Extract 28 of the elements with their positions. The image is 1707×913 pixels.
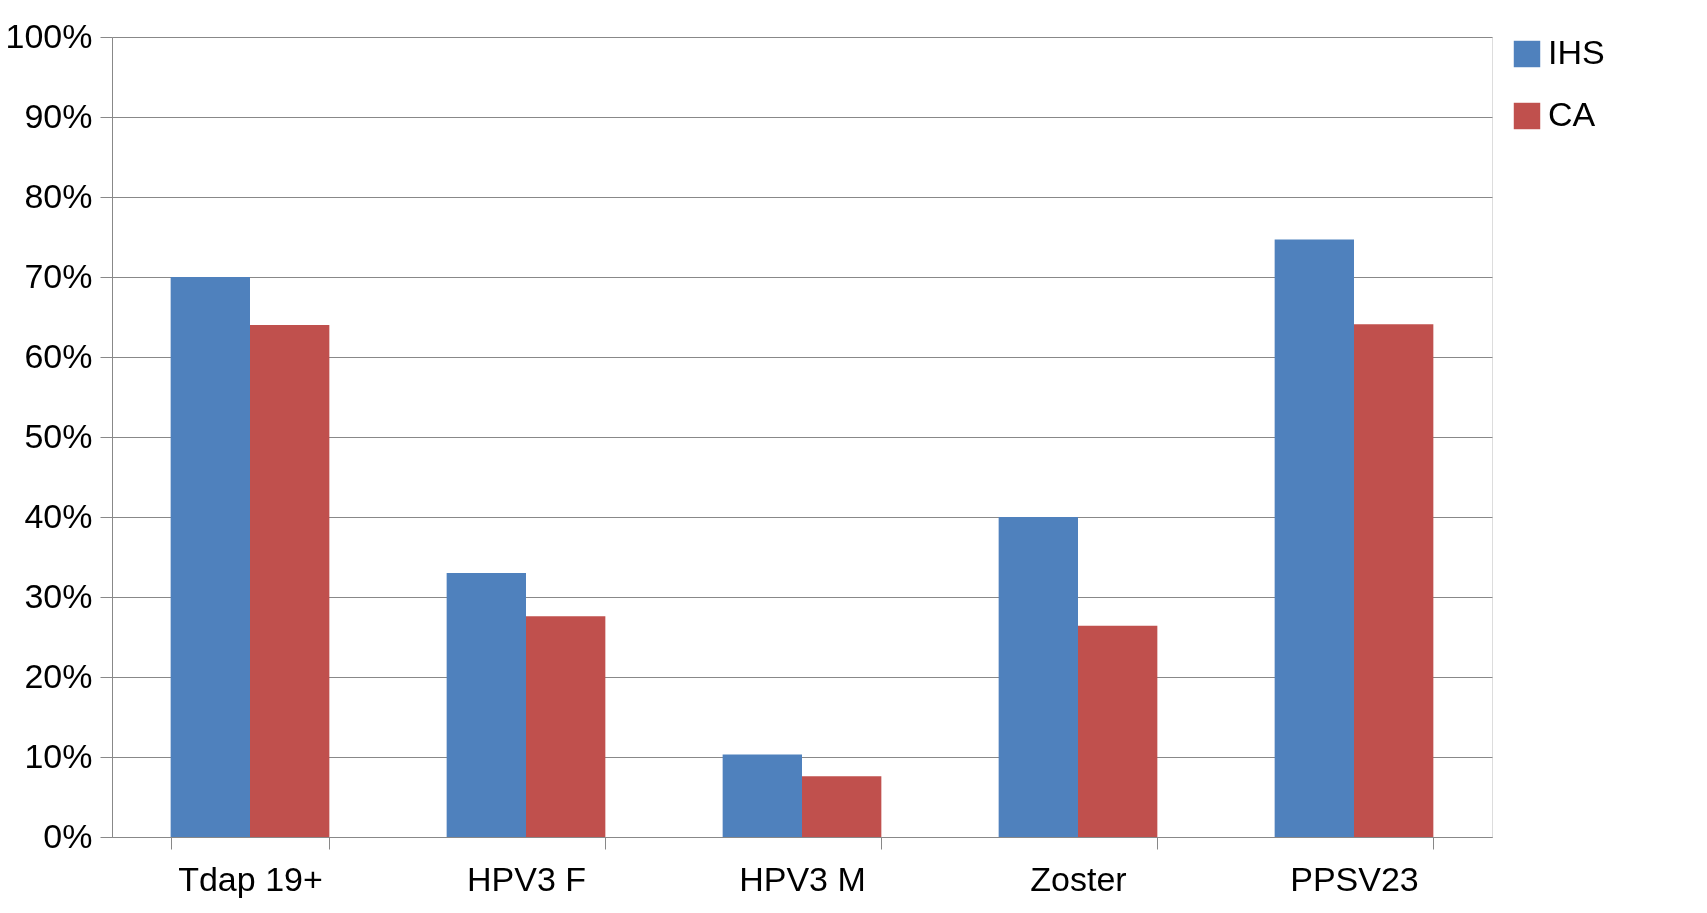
y-tick-label: 10% [24,736,93,775]
bar [250,325,330,837]
y-tick-label: 100% [5,16,93,55]
bar [1354,324,1434,837]
bar [170,277,250,837]
bar [998,517,1078,837]
x-tick-label: HPV3 M [739,859,866,898]
legend-label: IHS [1548,33,1605,71]
bar [446,573,526,837]
y-tick-label: 60% [24,336,93,375]
y-tick-label: 90% [24,96,93,135]
bar [722,754,802,837]
bar [526,616,606,837]
legend-label: CA [1548,95,1596,133]
bar [1274,239,1354,837]
y-tick-label: 40% [24,496,93,535]
bar [1078,625,1158,837]
x-tick-label: PPSV23 [1290,859,1419,898]
y-tick-label: 70% [24,256,93,295]
y-tick-label: 80% [24,176,93,215]
y-tick-label: 20% [24,656,93,695]
bar [802,776,882,837]
x-tick-label: Zoster [1030,859,1127,898]
y-tick-label: 30% [24,576,93,615]
x-tick-label: HPV3 F [466,859,587,898]
y-tick-label: 0% [43,816,93,855]
y-tick-label: 50% [24,416,93,455]
x-tick-label: Tdap 19+ [178,859,323,898]
